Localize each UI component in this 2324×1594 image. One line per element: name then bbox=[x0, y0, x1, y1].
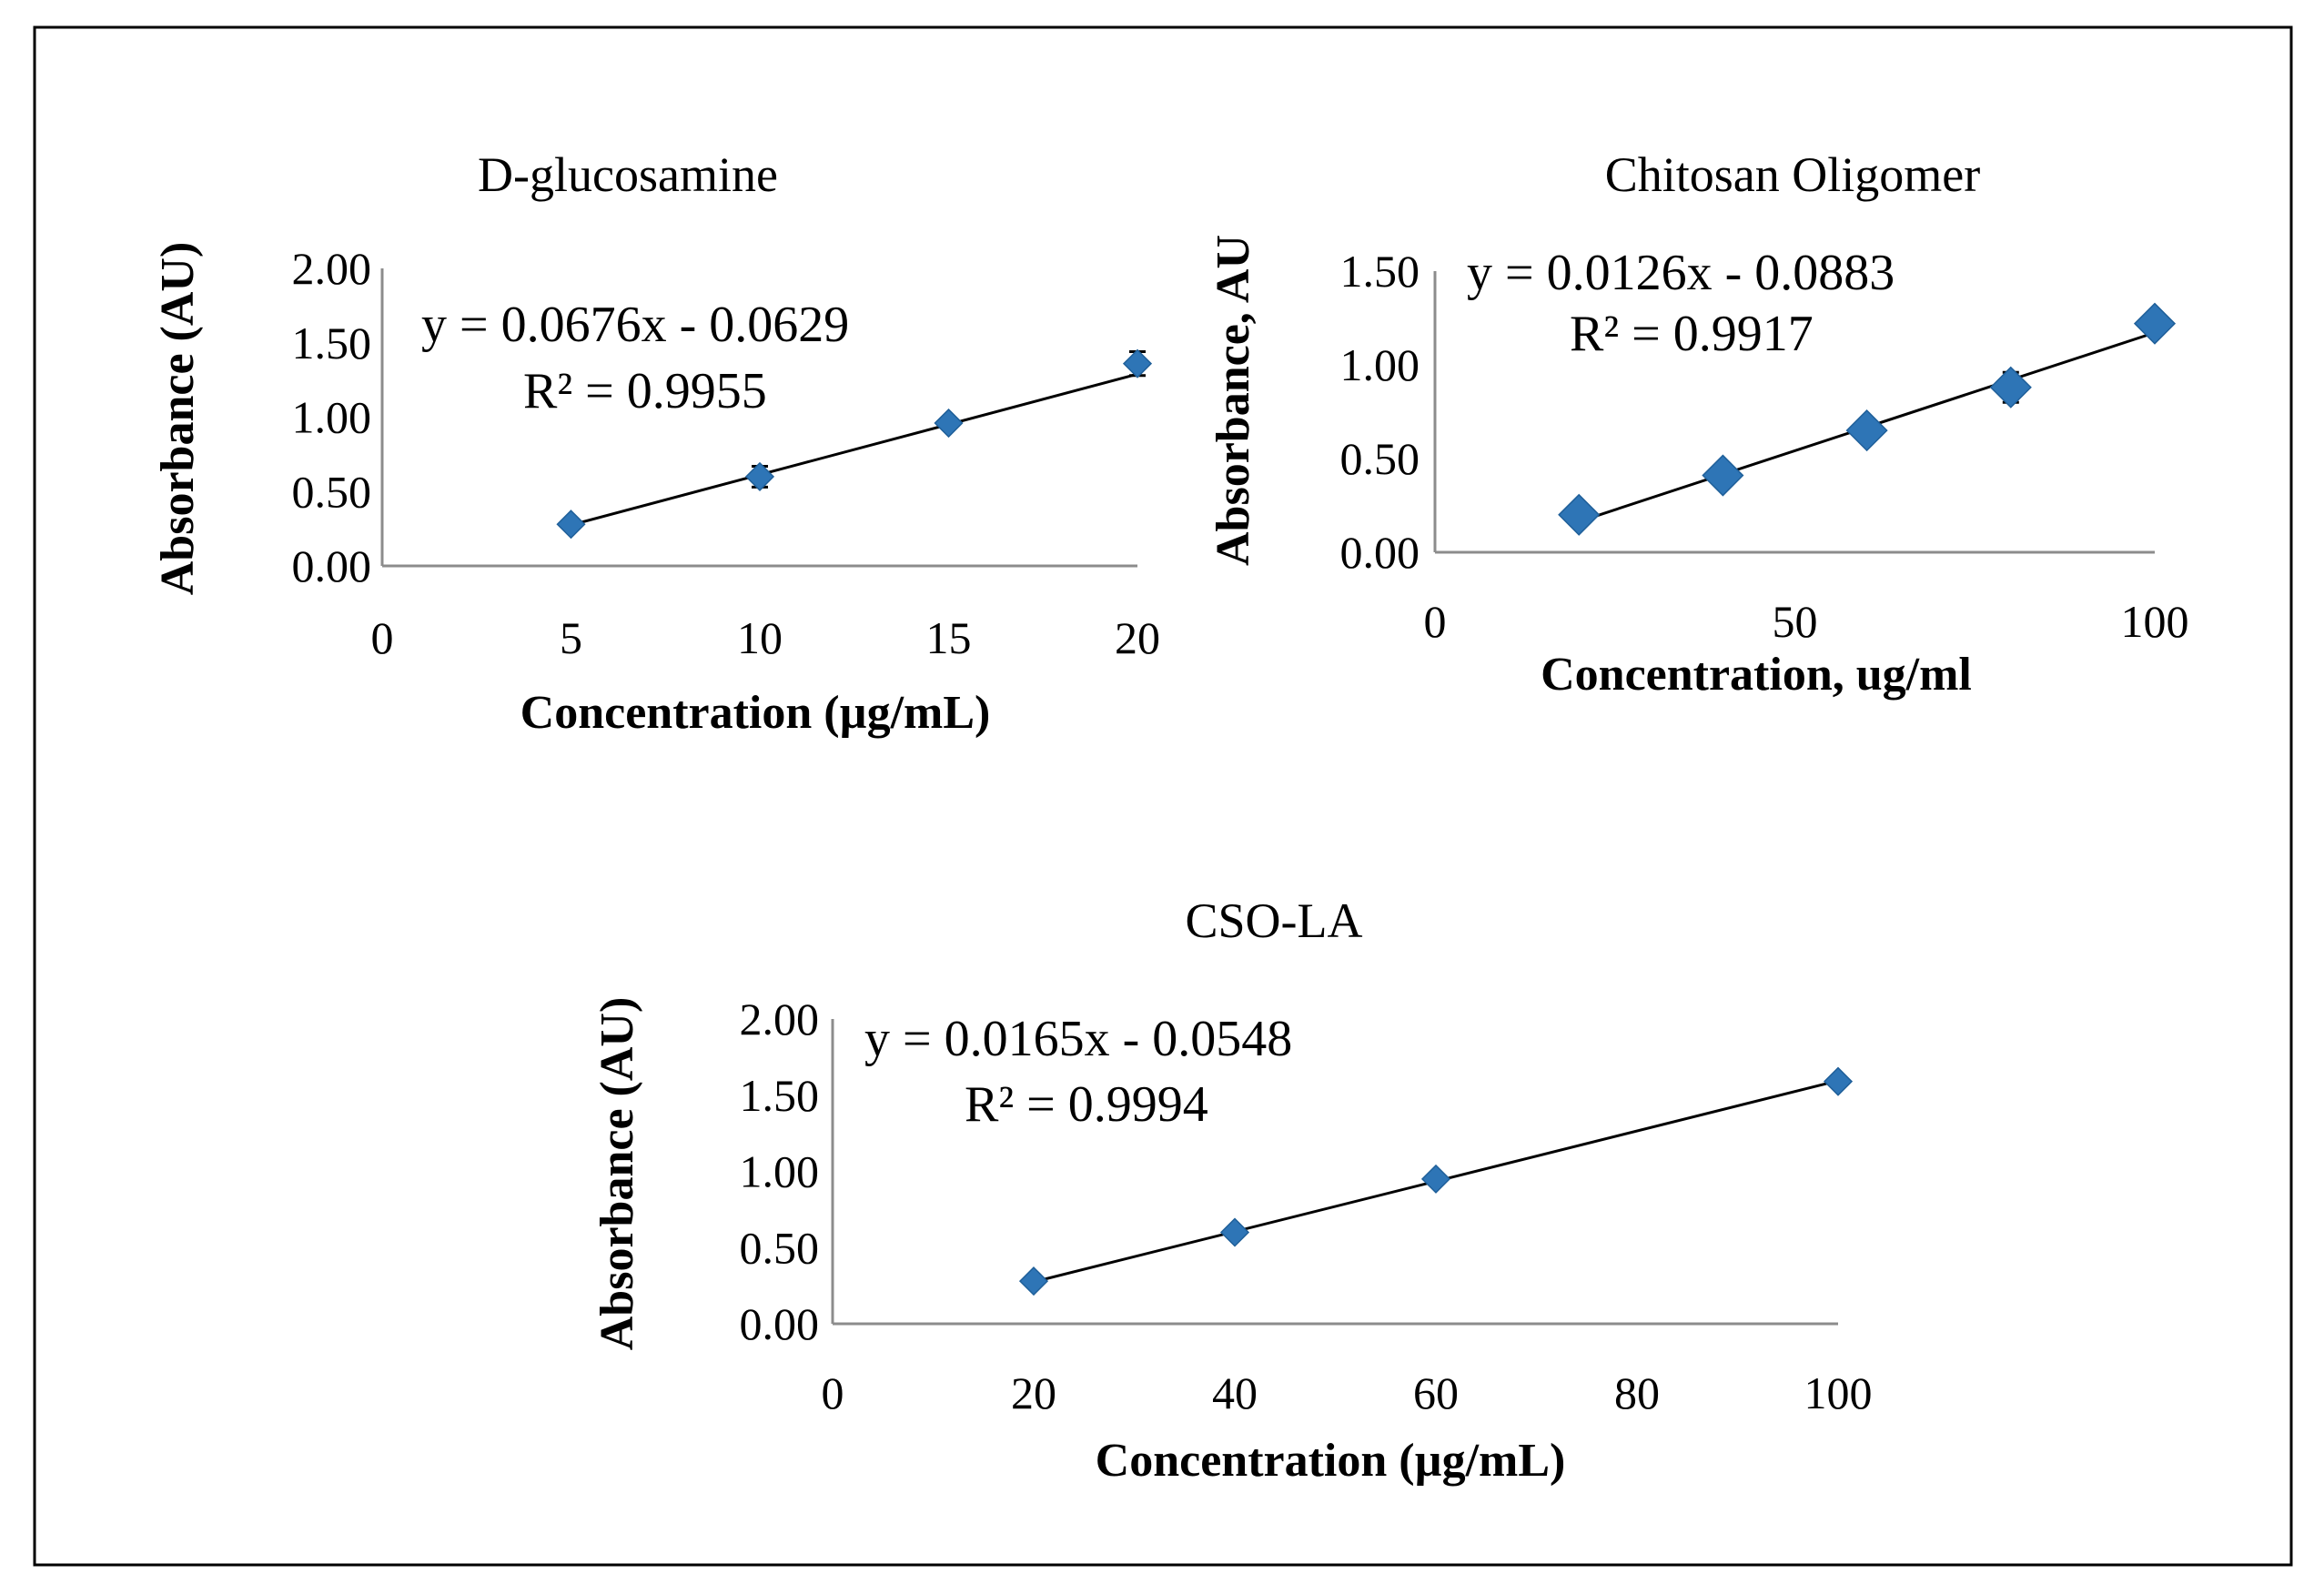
x-tick-label: 0 bbox=[1424, 596, 1447, 647]
y-tick-label: 1.00 bbox=[292, 392, 372, 443]
y-tick-label: 0.00 bbox=[292, 540, 372, 591]
data-point bbox=[1702, 454, 1744, 497]
x-tick-label: 100 bbox=[2121, 596, 2189, 647]
x-axis-label: Concentration (µg/mL) bbox=[1096, 1435, 1566, 1487]
x-tick-label: 20 bbox=[1115, 612, 1160, 663]
y-tick-label: 0.50 bbox=[740, 1222, 820, 1273]
x-axis-label: Concentration (µg/mL) bbox=[520, 687, 991, 739]
figure-frame bbox=[33, 25, 2293, 1567]
data-point bbox=[1122, 348, 1153, 378]
chart-title: Chitosan Oligomer bbox=[1605, 147, 1980, 202]
x-axis-label: Concentration, ug/ml bbox=[1541, 649, 1972, 701]
chart-chitosan-oligomer: Chitosan Oligomer Absorbance, AU Concent… bbox=[1207, 147, 2189, 701]
data-point bbox=[556, 509, 586, 540]
y-tick-label: 1.00 bbox=[740, 1146, 820, 1197]
y-axis-label: Absorbance, AU bbox=[1207, 235, 1259, 566]
y-tick-label: 1.00 bbox=[1340, 339, 1420, 390]
chart-title: CSO-LA bbox=[1185, 893, 1362, 948]
chart-title: D-glucosamine bbox=[478, 147, 778, 202]
data-point bbox=[1018, 1266, 1049, 1296]
r-squared: R² = 0.9994 bbox=[965, 1076, 1208, 1133]
r-squared: R² = 0.9917 bbox=[1570, 306, 1814, 362]
x-tick-label: 5 bbox=[560, 612, 582, 663]
data-point bbox=[1558, 493, 1601, 536]
y-axis-label: Absorbance (AU) bbox=[591, 997, 643, 1351]
trendline-equation: y = 0.0126x - 0.0883 bbox=[1467, 245, 1895, 301]
x-tick-label: 80 bbox=[1614, 1367, 1660, 1418]
plot-area: 0.00 0.50 1.00 1.50 0 50 100 bbox=[1340, 246, 2189, 647]
y-tick-label: 1.50 bbox=[1340, 246, 1420, 297]
y-tick-label: 0.00 bbox=[740, 1298, 820, 1349]
x-tick-label: 10 bbox=[737, 612, 783, 663]
x-tick-label: 0 bbox=[371, 612, 394, 663]
y-tick-label: 0.50 bbox=[1340, 433, 1420, 484]
x-tick-label: 15 bbox=[926, 612, 972, 663]
data-point bbox=[1989, 366, 2032, 409]
chart-cso-la: CSO-LA Absorbance (AU) Concentration (µg… bbox=[591, 893, 1873, 1487]
x-tick-label: 20 bbox=[1011, 1367, 1056, 1418]
data-point bbox=[1219, 1217, 1250, 1247]
chart-d-glucosamine: D-glucosamine Absorbance (AU) Concentrat… bbox=[152, 147, 1160, 739]
y-tick-label: 0.00 bbox=[1340, 527, 1420, 578]
y-tick-label: 1.50 bbox=[740, 1070, 820, 1121]
trendline-equation: y = 0.0676x - 0.0629 bbox=[421, 297, 849, 353]
plot-area: 0.00 0.50 1.00 1.50 2.00 0 20 40 60 80 100 bbox=[740, 994, 1873, 1418]
x-tick-label: 100 bbox=[1804, 1367, 1873, 1418]
data-point bbox=[2133, 302, 2177, 345]
plot-area: 0.00 0.50 1.00 1.50 2.00 0 5 10 15 20 bbox=[292, 243, 1161, 663]
x-tick-label: 40 bbox=[1212, 1367, 1258, 1418]
r-squared: R² = 0.9955 bbox=[523, 363, 767, 419]
y-tick-label: 1.50 bbox=[292, 318, 372, 368]
data-point bbox=[934, 408, 964, 439]
y-tick-label: 0.50 bbox=[292, 466, 372, 517]
y-tick-label: 2.00 bbox=[740, 994, 820, 1044]
x-tick-label: 60 bbox=[1413, 1367, 1459, 1418]
trendline bbox=[571, 372, 1138, 527]
x-tick-label: 50 bbox=[1773, 596, 1818, 647]
data-point bbox=[1420, 1164, 1451, 1194]
y-tick-label: 2.00 bbox=[292, 243, 372, 294]
data-point bbox=[1845, 409, 1888, 452]
data-point bbox=[744, 461, 775, 491]
x-tick-label: 0 bbox=[822, 1367, 844, 1418]
data-point bbox=[1823, 1066, 1854, 1096]
trendline-equation: y = 0.0165x - 0.0548 bbox=[864, 1011, 1292, 1067]
y-axis-label: Absorbance (AU) bbox=[152, 242, 204, 596]
